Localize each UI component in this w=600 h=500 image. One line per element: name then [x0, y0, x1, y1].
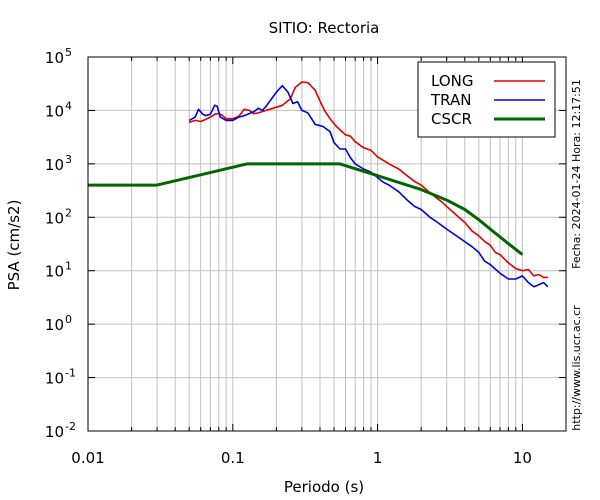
series-line-long — [188, 81, 548, 279]
legend-label-tran: TRAN — [430, 91, 471, 109]
y-tick-exponent: 1 — [65, 260, 72, 273]
x-tick-label: 10 — [513, 449, 532, 467]
chart-title: SITIO: Rectoria — [269, 19, 380, 37]
series-line-cscr — [88, 162, 524, 256]
y-tick-exponent: -1 — [65, 367, 76, 380]
y-tick-label: 10 — [45, 370, 64, 388]
series-layer — [88, 81, 549, 288]
y-tick-label: 10 — [45, 156, 64, 174]
date-stamp: Fecha: 2024-01-24 Hora: 12:17:51 — [570, 79, 583, 269]
y-tick-label: 10 — [45, 209, 64, 227]
x-tick-label: 0.1 — [221, 449, 245, 467]
y-tick-label: 10 — [45, 49, 64, 67]
source-url: http://www.lis.ucr.ac.cr — [570, 305, 583, 431]
y-tick-label: 10 — [45, 263, 64, 281]
legend-label-cscr: CSCR — [431, 110, 472, 128]
x-tick-label: 0.01 — [71, 449, 104, 467]
legend-label-long: LONG — [431, 72, 473, 90]
series-line-tran — [188, 84, 549, 288]
y-tick-label: 10 — [45, 316, 64, 334]
y-tick-exponent: 5 — [65, 46, 72, 59]
y-tick-exponent: 3 — [65, 153, 72, 166]
y-tick-label: 10 — [45, 102, 64, 120]
y-tick-exponent: 2 — [65, 206, 72, 219]
y-tick-label: 10 — [45, 423, 64, 441]
y-tick-exponent: 4 — [65, 99, 72, 112]
x-axis-label: Periodo (s) — [284, 478, 364, 496]
x-tick-label: 1 — [373, 449, 383, 467]
y-axis-label: PSA (cm/s2) — [5, 200, 23, 291]
y-tick-exponent: -2 — [65, 420, 76, 433]
y-tick-exponent: 0 — [65, 313, 72, 326]
plot-frame — [87, 56, 567, 432]
